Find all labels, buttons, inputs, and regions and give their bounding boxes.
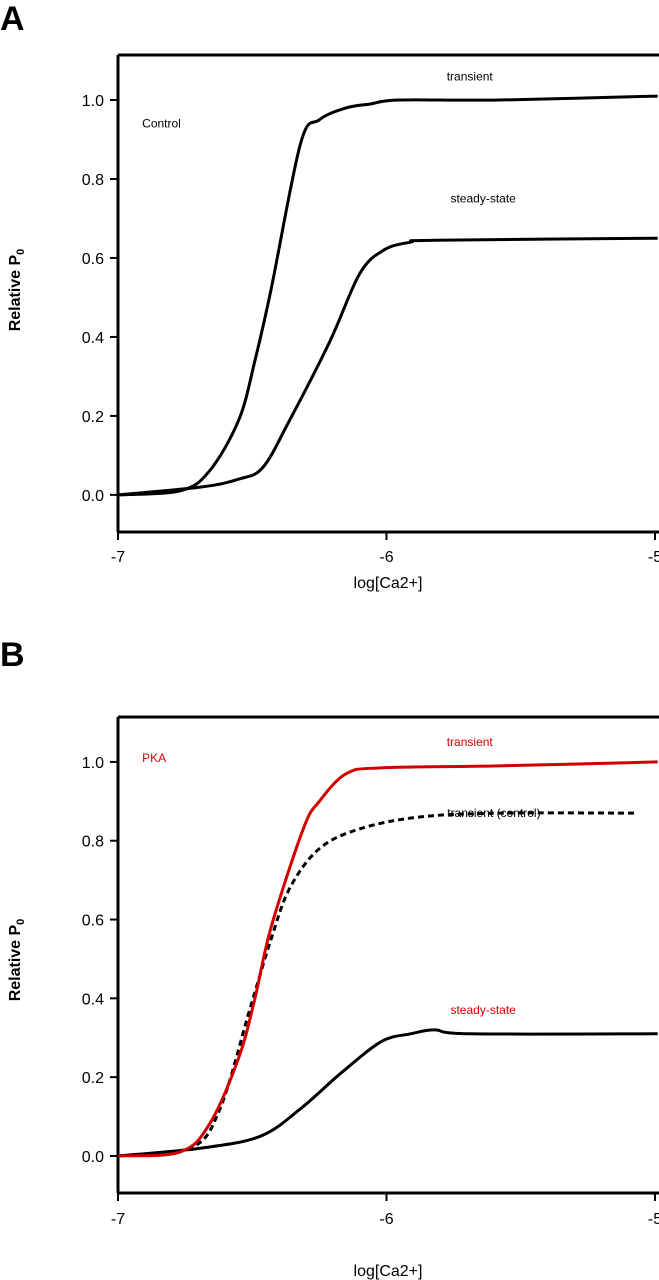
y-tick-label: 0.0 <box>82 488 104 505</box>
y-tick-label: 0.6 <box>82 913 104 930</box>
y-tick-label: 0.2 <box>82 409 104 426</box>
x-axis-label: log[Ca2+] <box>354 1263 423 1280</box>
x-tick-label: -6 <box>379 1211 393 1228</box>
y-axis-label: Relative P0 <box>7 249 27 332</box>
y-tick-label: 0.0 <box>82 1149 104 1166</box>
panel-b-chart: 0.0 0.2 0.4 0.6 0.8 1.0 -7 -6 -5 log[Ca2+] Relativ… <box>7 715 659 1280</box>
y-tick-label: 0.2 <box>82 1070 104 1087</box>
x-tick-label: -7 <box>111 1211 125 1228</box>
panel-label-b: B <box>0 636 25 674</box>
y-axis-label-main: Relative P <box>7 254 24 331</box>
panel-label-a: A <box>0 0 25 38</box>
y-axis-label: Relative P0 <box>7 919 27 1002</box>
x-tick-label: -6 <box>379 549 393 566</box>
annotation-label: Control <box>142 117 181 131</box>
y-axis-label-sub: 0 <box>15 249 27 255</box>
y-axis-label-main: Relative P <box>7 924 24 1001</box>
series-line-transient-control <box>118 811 637 1158</box>
x-axis-label: log[Ca2+] <box>354 575 423 592</box>
y-tick-label: 1.0 <box>82 93 104 110</box>
y-tick-label: 0.8 <box>82 834 104 851</box>
annotation-label: steady-state <box>450 192 516 206</box>
annotation-label: transient (control) <box>447 806 540 820</box>
annotation-label: steady-state <box>450 1003 516 1017</box>
x-tick-label: -7 <box>111 549 125 566</box>
series-line-steady-state <box>118 236 658 497</box>
series-line-transient <box>118 94 658 497</box>
x-tick-label: -5 <box>648 549 659 566</box>
y-tick-label: 0.8 <box>82 172 104 189</box>
annotation-label: transient <box>447 735 494 749</box>
panel-a-chart: 0.0 0.2 0.4 0.6 0.8 1.0 -7 -6 -5 log[Ca2+] Relativ… <box>7 53 659 592</box>
annotation-label: PKA <box>142 751 166 765</box>
series-line-transient <box>118 760 658 1158</box>
annotation-label: transient <box>447 69 494 83</box>
y-tick-label: 0.4 <box>82 991 104 1008</box>
x-tick-label: -5 <box>648 1211 659 1228</box>
y-tick-label: 1.0 <box>82 755 104 772</box>
y-tick-label: 0.6 <box>82 251 104 268</box>
y-axis-label-sub: 0 <box>15 919 27 925</box>
y-tick-label: 0.4 <box>82 330 104 347</box>
series-line-steady-state <box>118 1028 658 1158</box>
